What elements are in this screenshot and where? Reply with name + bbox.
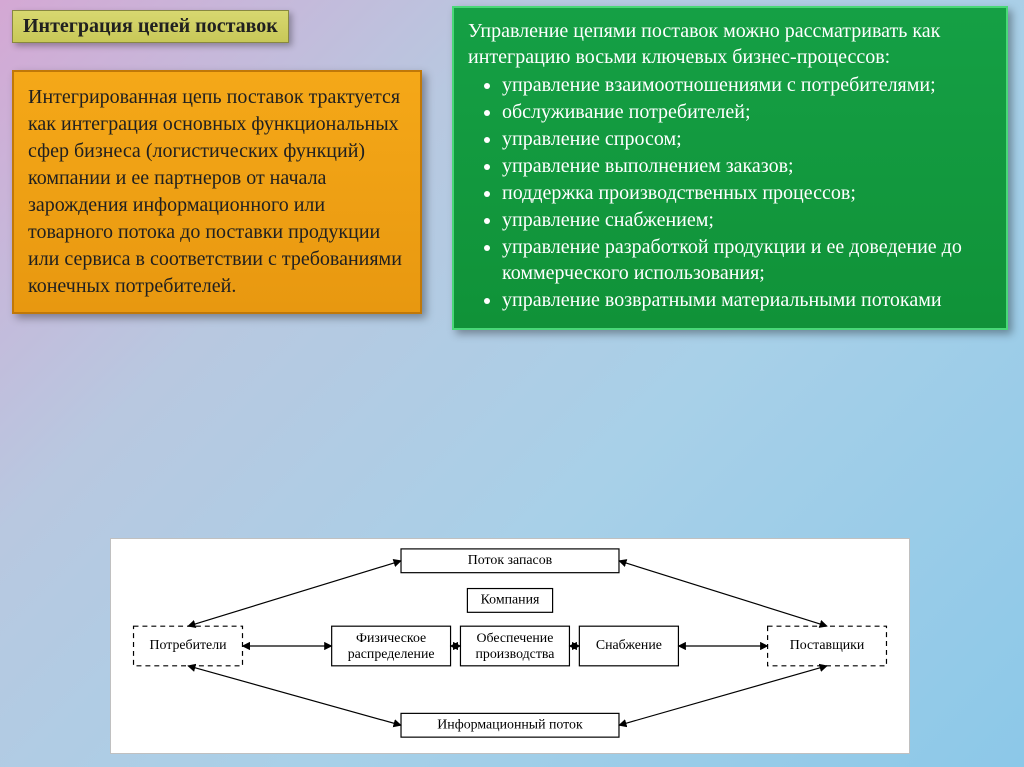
list-item: поддержка производственных процессов;	[502, 180, 992, 206]
edge-curve	[619, 561, 827, 626]
list-item: управление разработкой продукции и ее до…	[502, 234, 992, 286]
edge-curve	[188, 666, 401, 725]
processes-panel: Управление цепями поставок можно рассмат…	[452, 6, 1008, 330]
node-label: Компания	[481, 593, 540, 608]
node-label: Снабжение	[596, 638, 662, 653]
node-label: Информационный поток	[437, 717, 583, 732]
node-label: производства	[475, 647, 554, 662]
list-item: управление возвратными материальными пот…	[502, 287, 992, 313]
node-label: Поток запасов	[468, 553, 553, 568]
list-item: обслуживание потребителей;	[502, 99, 992, 125]
supply-chain-diagram: Поток запасов Компания Потребители Физич…	[110, 538, 910, 754]
node-label: Физическое	[356, 631, 426, 646]
edge-curve	[619, 666, 827, 725]
node-label: Потребители	[149, 638, 227, 653]
processes-intro: Управление цепями поставок можно рассмат…	[468, 18, 992, 70]
processes-list: управление взаимоотношениями с потребите…	[468, 72, 992, 313]
list-item: управление выполнением заказов;	[502, 153, 992, 179]
title-text: Интеграция цепей поставок	[23, 15, 278, 37]
definition-panel: Интегрированная цепь поставок трактуется…	[12, 70, 422, 314]
node-label: Поставщики	[790, 638, 865, 653]
node-label: Обеспечение	[477, 631, 554, 646]
slide-title: Интеграция цепей поставок	[12, 10, 289, 43]
list-item: управление снабжением;	[502, 207, 992, 233]
list-item: управление спросом;	[502, 126, 992, 152]
edge-curve	[188, 561, 401, 626]
node-label: распределение	[348, 647, 435, 662]
diagram-svg: Поток запасов Компания Потребители Физич…	[111, 539, 909, 753]
definition-text: Интегрированная цепь поставок трактуется…	[28, 86, 402, 297]
list-item: управление взаимоотношениями с потребите…	[502, 72, 992, 98]
